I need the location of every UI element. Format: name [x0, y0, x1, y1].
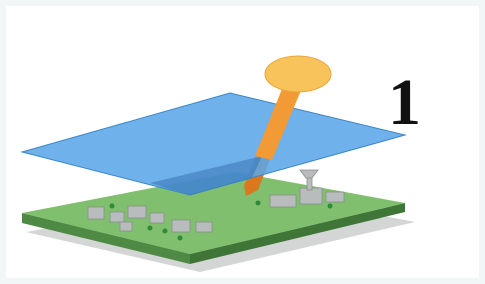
illustration: 1 — [0, 0, 485, 284]
step-number: 1 — [388, 66, 421, 139]
